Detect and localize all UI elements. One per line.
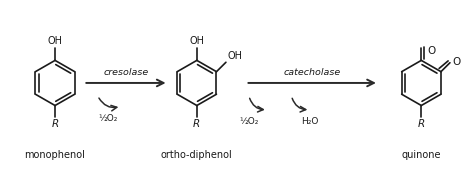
Text: R: R xyxy=(51,119,59,129)
Text: cresolase: cresolase xyxy=(103,68,148,77)
Text: quinone: quinone xyxy=(401,150,441,160)
Text: O: O xyxy=(453,57,461,67)
Text: OH: OH xyxy=(47,36,63,46)
Text: catecholase: catecholase xyxy=(283,68,341,77)
Text: OH: OH xyxy=(189,36,204,46)
Text: ½O₂: ½O₂ xyxy=(239,117,258,126)
Text: ortho-diphenol: ortho-diphenol xyxy=(161,150,233,160)
Text: O: O xyxy=(427,46,436,56)
Text: H₂O: H₂O xyxy=(301,117,319,126)
Text: ½O₂: ½O₂ xyxy=(99,114,118,123)
Text: OH: OH xyxy=(228,51,243,61)
Text: R: R xyxy=(193,119,201,129)
Text: monophenol: monophenol xyxy=(25,150,85,160)
Text: R: R xyxy=(418,119,425,129)
